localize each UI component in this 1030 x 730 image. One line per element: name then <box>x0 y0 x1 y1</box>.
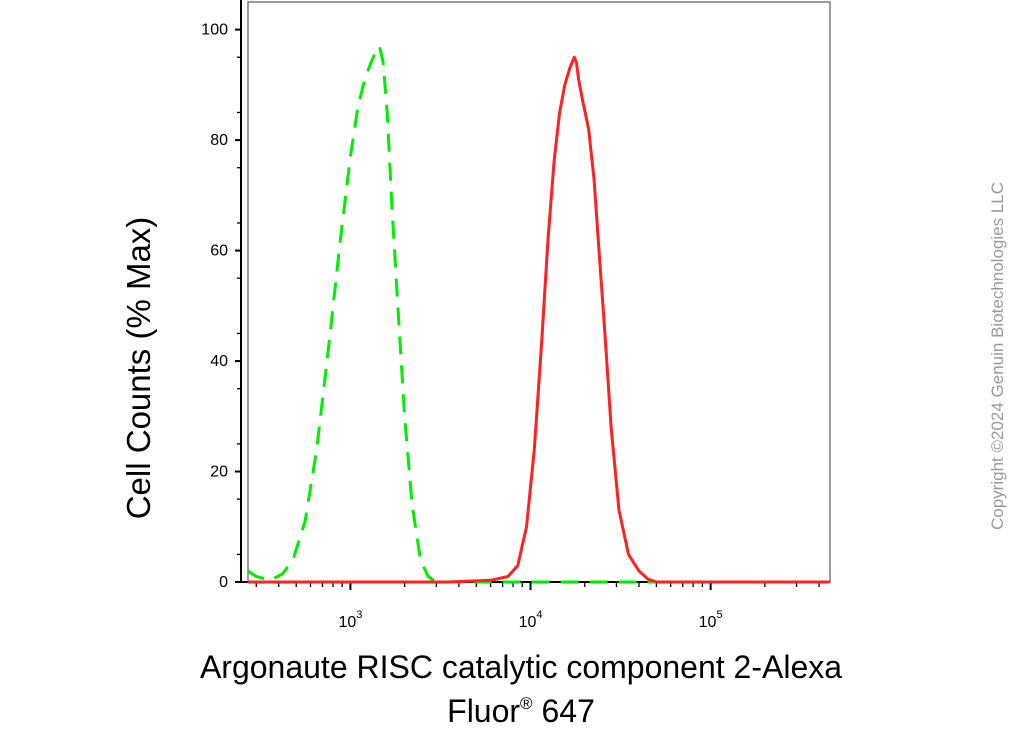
series-line-dashed <box>247 44 830 584</box>
y-axis: 0 20 40 60 80 100 <box>201 0 242 591</box>
y-tick-label: 40 <box>210 353 228 370</box>
y-tick-label: 60 <box>210 243 228 260</box>
x-axis-label-fluor: Fluor <box>447 693 520 729</box>
x-axis: 103 104 105 <box>241 581 830 631</box>
series-layer <box>247 44 830 584</box>
x-tick-label: 105 <box>699 609 723 631</box>
y-tick-label: 100 <box>201 22 228 39</box>
x-axis-label-dye: 647 <box>533 693 595 729</box>
series-line-solid <box>248 55 830 584</box>
x-axis-label-line2: Fluor® 647 <box>447 693 595 729</box>
copyright-watermark: Copyright ©2024 Genuin Biotechnologies L… <box>988 182 1007 530</box>
y-tick-label: 0 <box>219 574 228 591</box>
x-tick-label: 103 <box>338 609 362 631</box>
y-tick-label: 80 <box>210 132 228 149</box>
x-tick-label: 104 <box>519 609 543 631</box>
x-axis-label-line1: Argonaute RISC catalytic component 2-Ale… <box>200 649 842 685</box>
x-axis-label-registered: ® <box>520 694 533 713</box>
y-axis-label: Cell Counts (% Max) <box>120 217 157 520</box>
y-tick-label: 20 <box>210 464 228 481</box>
